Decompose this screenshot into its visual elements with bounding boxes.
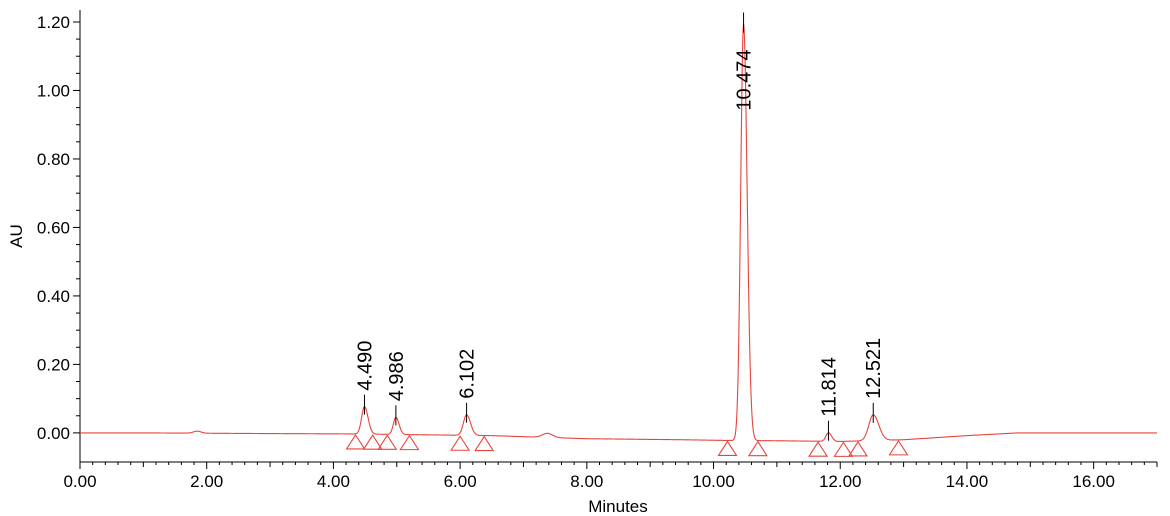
- integration-marker: [847, 440, 868, 457]
- integration-marker: [888, 439, 909, 456]
- integration-marker: [377, 434, 398, 450]
- integration-marker: [362, 434, 383, 450]
- x-tick-label: 2.00: [190, 472, 223, 491]
- chromatogram-trace: [80, 24, 1157, 442]
- x-tick-label: 14.00: [946, 472, 989, 491]
- x-tick-label: 0.00: [63, 472, 96, 491]
- y-tick-label: 0.60: [37, 218, 70, 237]
- peak-labels: 4.490 4.986 6.102 10.474 11.814 12.521: [355, 12, 885, 441]
- y-tick-label: 0.80: [37, 150, 70, 169]
- peak-label: 12.521: [863, 338, 885, 399]
- x-tick-label: 6.00: [444, 472, 477, 491]
- integration-markers: [345, 433, 909, 457]
- x-ticks: 0.00 2.00 4.00 6.00 8.00 10.00 12.00 14.00 16.00: [63, 462, 1158, 491]
- integration-marker: [474, 435, 495, 452]
- integration-marker: [808, 441, 829, 457]
- trace-layer: [80, 24, 1157, 442]
- x-tick-label: 12.00: [819, 472, 862, 491]
- integration-marker: [717, 440, 738, 456]
- integration-marker: [345, 433, 366, 450]
- peak-label: 6.102: [457, 349, 479, 399]
- y-ticks: 0.00 0.20 0.40 0.60 0.80 1.00 1.20: [37, 13, 80, 443]
- peak-label: 4.986: [386, 351, 408, 401]
- y-tick-label: 0.00: [37, 424, 70, 443]
- integration-marker: [747, 440, 768, 457]
- y-tick-label: 1.00: [37, 81, 70, 100]
- y-axis-title: AU: [7, 224, 26, 248]
- y-tick-label: 1.20: [37, 13, 70, 32]
- peak-label: 4.490: [355, 341, 377, 391]
- axes: [79, 10, 1157, 463]
- x-tick-label: 10.00: [692, 472, 735, 491]
- x-tick-label: 4.00: [317, 472, 350, 491]
- x-tick-label: 16.00: [1072, 472, 1115, 491]
- peak-label: 10.474: [734, 50, 756, 111]
- x-axis-title: Minutes: [588, 497, 648, 516]
- integration-marker: [450, 435, 471, 451]
- y-tick-label: 0.40: [37, 287, 70, 306]
- peak-label: 11.814: [819, 357, 841, 417]
- integration-marker: [399, 434, 420, 451]
- integration-marker: [833, 441, 854, 457]
- x-tick-label: 8.00: [570, 472, 603, 491]
- y-tick-label: 0.20: [37, 355, 70, 374]
